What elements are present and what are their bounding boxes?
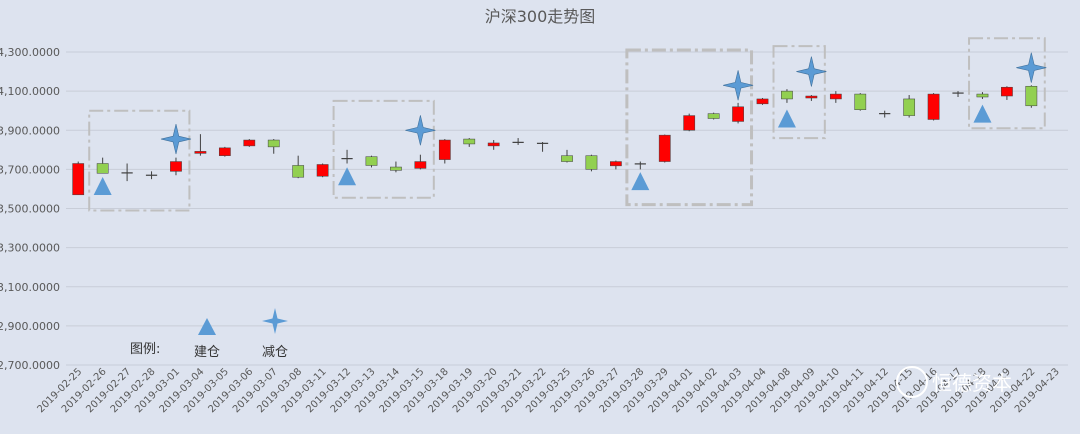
reduce-star-icon bbox=[262, 308, 288, 334]
y-tick-label: 3,700.0000 bbox=[0, 163, 60, 176]
y-tick-label: 4,300.0000 bbox=[0, 46, 60, 59]
y-tick-label: 4,100.0000 bbox=[0, 85, 60, 98]
candle-body bbox=[292, 165, 305, 178]
candle-body bbox=[194, 151, 207, 154]
legend: 图例: 建仓 减仓 bbox=[130, 308, 288, 360]
chart-title: 沪深300走势图 bbox=[485, 7, 596, 26]
candle-body bbox=[585, 155, 598, 170]
candle-body bbox=[854, 93, 867, 110]
legend-reduce-label: 减仓 bbox=[262, 345, 288, 360]
candle-body bbox=[903, 98, 916, 116]
signal-boxes bbox=[88, 37, 1046, 212]
candles bbox=[72, 85, 1038, 196]
y-tick-label: 2,700.0000 bbox=[0, 359, 60, 372]
reduce-marker bbox=[1016, 52, 1047, 83]
build-triangle-icon bbox=[198, 318, 216, 335]
reduce-marker bbox=[160, 124, 192, 155]
candle-body bbox=[316, 164, 329, 177]
signal-box bbox=[332, 99, 435, 199]
markers bbox=[93, 52, 1047, 195]
legend-build-label: 建仓 bbox=[194, 345, 220, 360]
signal-box bbox=[88, 109, 191, 212]
legend-title: 图例: bbox=[130, 342, 160, 357]
candle-body bbox=[243, 139, 256, 147]
candle-body bbox=[732, 106, 744, 122]
candle-body bbox=[707, 113, 720, 119]
grid bbox=[66, 51, 1068, 366]
candle-body bbox=[805, 95, 818, 99]
reduce-marker bbox=[723, 70, 754, 101]
y-tick-label: 3,900.0000 bbox=[0, 124, 60, 137]
candle-body bbox=[390, 166, 402, 171]
candle-body bbox=[487, 142, 500, 147]
x-axis: 2019-02-252019-02-262019-02-272019-02-28… bbox=[35, 366, 1061, 415]
candle-body bbox=[829, 93, 842, 100]
build-marker bbox=[631, 172, 650, 191]
candle-body bbox=[96, 163, 109, 174]
candle-body bbox=[927, 93, 940, 120]
y-tick-label: 3,100.0000 bbox=[0, 281, 60, 294]
candle-body bbox=[658, 134, 671, 162]
candle-body bbox=[610, 161, 622, 167]
y-tick-label: 3,500.0000 bbox=[0, 203, 60, 216]
signal-box bbox=[625, 48, 754, 207]
candle-body bbox=[414, 161, 427, 169]
reduce-marker bbox=[405, 115, 436, 146]
candle-body bbox=[463, 138, 476, 145]
y-tick-label: 2,900.0000 bbox=[0, 320, 60, 333]
signal-box bbox=[968, 37, 1046, 130]
build-marker bbox=[777, 109, 796, 128]
watermark: 恒德资本 bbox=[896, 366, 1012, 398]
wechat-icon bbox=[896, 366, 928, 398]
candle-body bbox=[438, 139, 451, 160]
y-axis: 4,300.0000 4,100.0000 3,900.0000 3,700.0000… bbox=[0, 46, 60, 372]
candle-body bbox=[72, 163, 85, 196]
signal-box bbox=[772, 45, 826, 140]
candle-body bbox=[267, 139, 280, 148]
candle-body bbox=[756, 98, 769, 105]
candle-body bbox=[1025, 85, 1038, 107]
y-tick-label: 3,300.0000 bbox=[0, 242, 60, 255]
watermark-text: 恒德资本 bbox=[932, 371, 1012, 395]
candle-body bbox=[1001, 86, 1013, 97]
candle-body bbox=[170, 161, 182, 172]
candle-body bbox=[365, 156, 378, 166]
candle-body bbox=[218, 147, 231, 156]
build-marker bbox=[338, 167, 357, 186]
build-marker bbox=[973, 104, 992, 123]
candle-body bbox=[976, 93, 989, 98]
reduce-marker bbox=[796, 56, 827, 87]
candle-body bbox=[561, 155, 573, 162]
build-marker bbox=[93, 176, 112, 195]
candle-body bbox=[683, 115, 696, 131]
candle-body bbox=[781, 90, 793, 100]
